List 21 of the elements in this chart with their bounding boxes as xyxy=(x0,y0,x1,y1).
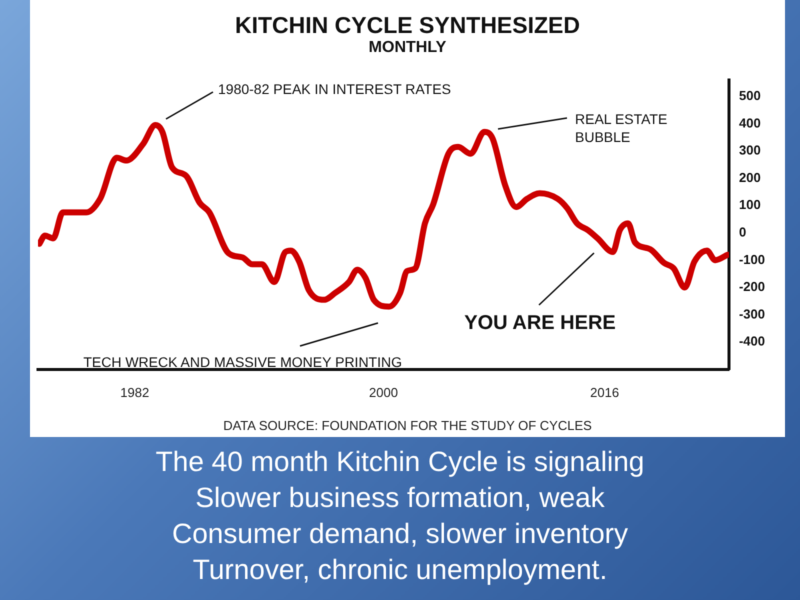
y-tick-label: 500 xyxy=(738,88,761,103)
x-tick-label: 2000 xyxy=(369,384,398,400)
y-tick-label: 400 xyxy=(738,115,761,130)
annotation: TECH WRECK AND MASSIVE MONEY PRINTING xyxy=(83,353,402,371)
annotation: 1980-82 PEAK IN INTEREST RATES xyxy=(218,80,451,98)
y-tick-label: 100 xyxy=(738,197,761,212)
annotation: REAL ESTATE BUBBLE xyxy=(575,110,668,146)
annotation: YOU ARE HERE xyxy=(464,312,616,334)
y-tick-label: 200 xyxy=(738,170,761,185)
y-tick-label: 0 xyxy=(738,224,746,240)
y-tick-label: -400 xyxy=(738,334,766,349)
x-tick-label: 2016 xyxy=(590,384,620,400)
x-tick-label: 1982 xyxy=(120,384,150,400)
text: The 40 month Kitchin Cycle is signaling Slower business formation, weak Consumer demand, slower inventory Turnover, chronic unemployment. xyxy=(154,445,646,587)
chart-subtitle: MONTHLY xyxy=(368,38,448,58)
source-note: DATA SOURCE: FOUNDATION FOR THE STUDY OF CYCLES xyxy=(222,418,593,433)
y-tick-label: 300 xyxy=(738,142,761,158)
y-tick-label: -200 xyxy=(738,279,766,294)
chart-title: KITCHIN CYCLE SYNTHESIZED xyxy=(234,12,582,38)
y-tick-label: -300 xyxy=(738,306,766,322)
y-tick-label: -100 xyxy=(738,252,766,267)
